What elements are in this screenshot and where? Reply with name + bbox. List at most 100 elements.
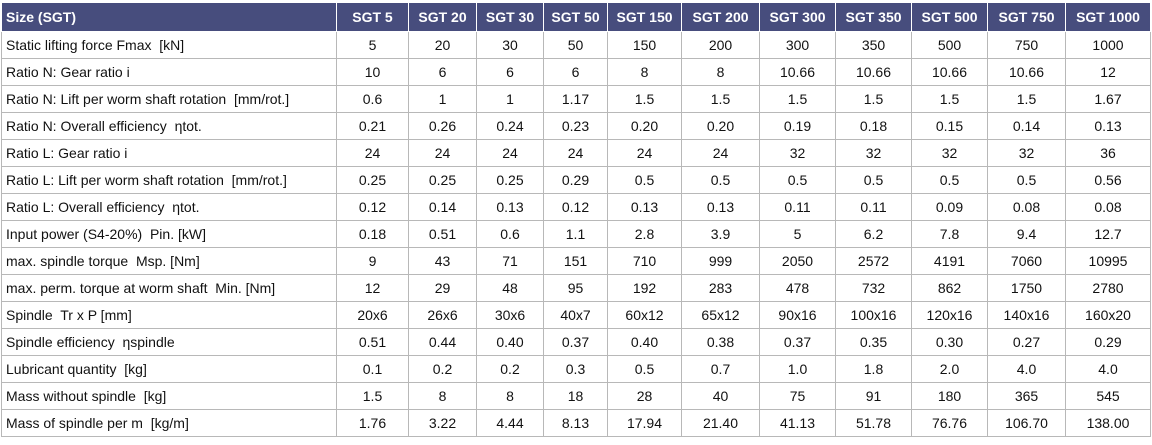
value-cell: 28 (607, 382, 682, 410)
value-cell: 200 (681, 31, 760, 59)
value-cell: 95 (543, 274, 608, 302)
value-cell: 1.8 (835, 355, 912, 383)
value-cell: 151 (543, 247, 608, 275)
value-cell: 545 (1065, 382, 1151, 410)
value-cell: 32 (835, 139, 912, 167)
value-cell: 4191 (911, 247, 988, 275)
value-cell: 1750 (987, 274, 1066, 302)
value-cell: 1.67 (1065, 85, 1151, 113)
header-row: Size (SGT) SGT 5 SGT 20 SGT 30 SGT 50 SGT 150… (1, 2, 1151, 32)
value-cell: 2.8 (607, 220, 682, 248)
value-cell: 0.51 (336, 328, 409, 356)
value-cell: 1 (476, 85, 544, 113)
value-cell: 0.2 (408, 355, 477, 383)
value-cell: 71 (476, 247, 544, 275)
value-cell: 3.22 (408, 409, 477, 437)
value-cell: 24 (408, 139, 477, 167)
value-cell: 6.2 (835, 220, 912, 248)
value-cell: 10995 (1065, 247, 1151, 275)
value-cell: 100x16 (835, 301, 912, 329)
value-cell: 862 (911, 274, 988, 302)
value-cell: 8 (607, 58, 682, 86)
value-cell: 40x7 (543, 301, 608, 329)
value-cell: 43 (408, 247, 477, 275)
value-cell: 0.1 (336, 355, 409, 383)
value-cell: 2.0 (911, 355, 988, 383)
value-cell: 999 (681, 247, 760, 275)
value-cell: 10.66 (987, 58, 1066, 86)
value-cell: 0.13 (607, 193, 682, 221)
value-cell: 0.30 (911, 328, 988, 356)
value-cell: 4.44 (476, 409, 544, 437)
row-label: Mass of spindle per m [kg/m] (1, 409, 337, 437)
row-label: Mass without spindle [kg] (1, 382, 337, 410)
value-cell: 160x20 (1065, 301, 1151, 329)
table-row: Lubricant quantity [kg] 0.1 0.2 0.2 0.3 0.5 0.… (1, 355, 1151, 383)
value-cell: 29 (408, 274, 477, 302)
row-label: Ratio L: Gear ratio i (1, 139, 337, 167)
value-cell: 20x6 (336, 301, 409, 329)
value-cell: 7060 (987, 247, 1066, 275)
value-cell: 5 (336, 31, 409, 59)
value-cell: 500 (911, 31, 988, 59)
value-cell: 1.5 (681, 85, 760, 113)
value-cell: 283 (681, 274, 760, 302)
value-cell: 0.08 (1065, 193, 1151, 221)
value-cell: 140x16 (987, 301, 1066, 329)
value-cell: 0.5 (911, 166, 988, 194)
value-cell: 30 (476, 31, 544, 59)
value-cell: 0.5 (607, 355, 682, 383)
value-cell: 0.56 (1065, 166, 1151, 194)
value-cell: 478 (759, 274, 836, 302)
value-cell: 17.94 (607, 409, 682, 437)
value-cell: 0.14 (408, 193, 477, 221)
value-cell: 30x6 (476, 301, 544, 329)
column-header: SGT 200 (681, 2, 760, 32)
value-cell: 51.78 (835, 409, 912, 437)
value-cell: 2780 (1065, 274, 1151, 302)
value-cell: 0.25 (336, 166, 409, 194)
value-cell: 0.40 (607, 328, 682, 356)
table-row: Ratio N: Overall efficiency ηtot. 0.21 0.2… (1, 112, 1151, 140)
value-cell: 0.25 (408, 166, 477, 194)
value-cell: 10 (336, 58, 409, 86)
row-label: max. spindle torque Msp. [Nm] (1, 247, 337, 275)
value-cell: 0.5 (681, 166, 760, 194)
spec-table: Size (SGT) SGT 5 SGT 20 SGT 30 SGT 50 SGT 150… (1, 2, 1151, 437)
value-cell: 1.17 (543, 85, 608, 113)
value-cell: 350 (835, 31, 912, 59)
value-cell: 12.7 (1065, 220, 1151, 248)
value-cell: 0.5 (759, 166, 836, 194)
value-cell: 0.5 (987, 166, 1066, 194)
value-cell: 0.3 (543, 355, 608, 383)
row-label: Spindle Tr x P [mm] (1, 301, 337, 329)
value-cell: 0.51 (408, 220, 477, 248)
value-cell: 0.12 (336, 193, 409, 221)
value-cell: 0.13 (1065, 112, 1151, 140)
value-cell: 1.5 (759, 85, 836, 113)
value-cell: 0.6 (336, 85, 409, 113)
value-cell: 4.0 (1065, 355, 1151, 383)
column-header: SGT 50 (543, 2, 608, 32)
value-cell: 32 (987, 139, 1066, 167)
row-header-title: Size (SGT) (1, 2, 337, 32)
value-cell: 24 (543, 139, 608, 167)
value-cell: 24 (681, 139, 760, 167)
value-cell: 0.11 (835, 193, 912, 221)
value-cell: 8 (408, 382, 477, 410)
value-cell: 180 (911, 382, 988, 410)
table-header: Size (SGT) SGT 5 SGT 20 SGT 30 SGT 50 SGT 150… (1, 2, 1151, 32)
column-header: SGT 150 (607, 2, 682, 32)
value-cell: 6 (476, 58, 544, 86)
value-cell: 32 (911, 139, 988, 167)
row-label: Lubricant quantity [kg] (1, 355, 337, 383)
value-cell: 24 (476, 139, 544, 167)
value-cell: 150 (607, 31, 682, 59)
column-header: SGT 300 (759, 2, 836, 32)
table-row: Ratio N: Lift per worm shaft rotation [m… (1, 85, 1151, 113)
value-cell: 0.09 (911, 193, 988, 221)
value-cell: 10.66 (759, 58, 836, 86)
column-header: SGT 20 (408, 2, 477, 32)
value-cell: 48 (476, 274, 544, 302)
